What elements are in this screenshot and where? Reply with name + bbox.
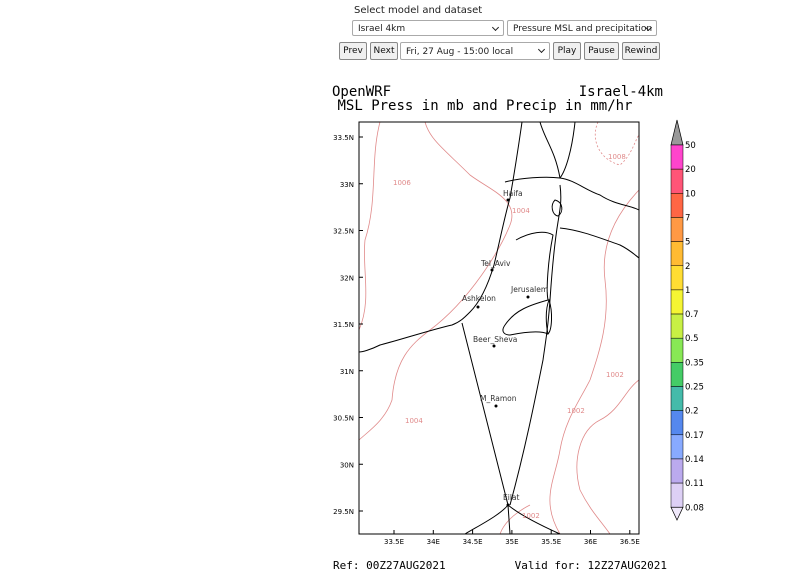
lon-label: 36.5E [620, 538, 640, 546]
colorbar-segment [670, 241, 684, 267]
lat-label: 32N [340, 274, 354, 282]
city-dot [506, 198, 510, 202]
colorbar-segment [670, 144, 684, 170]
lat-label: 31.5N [333, 321, 354, 329]
colorbar-segment [670, 482, 684, 508]
colorbar-segment [670, 434, 684, 460]
lon-label: 33.5E [384, 538, 404, 546]
city-dot [476, 305, 480, 309]
colorbar-label: 0.14 [685, 455, 704, 465]
lon-label: 34E [427, 538, 440, 546]
rewind-button[interactable]: Rewind [622, 42, 660, 60]
map-title: MSL Press in mb and Precip in mm/hr [337, 98, 632, 114]
city-dot [494, 404, 498, 408]
map-frame [358, 121, 640, 535]
colorbar-segment [670, 386, 684, 411]
lat-label: 32.5N [333, 228, 354, 236]
colorbar-label: 0.25 [685, 383, 704, 393]
colorbar-label: 0.35 [685, 358, 704, 368]
colorbar-segment [670, 458, 684, 484]
city-label: Haifa [503, 189, 523, 198]
city-dot [506, 503, 510, 507]
colorbar-segment [670, 410, 684, 436]
coastlines [358, 121, 640, 535]
lat-label: 31N [340, 368, 354, 376]
colorbar-label: 0.2 [685, 407, 699, 417]
colorbar-label: 0.7 [685, 310, 699, 320]
city-label: Jerusalem [510, 285, 548, 294]
city-dot [492, 344, 496, 348]
next-button[interactable]: Next [370, 42, 398, 60]
control-label: Select model and dataset [354, 5, 483, 16]
colorbar-segment [670, 217, 684, 242]
colorbar-segment [670, 289, 684, 315]
colorbar-label: 10 [685, 189, 696, 199]
city-label: Eilat [503, 493, 520, 502]
colorbar-label: 20 [685, 165, 696, 175]
city-label: Beer_Sheva [473, 335, 517, 344]
lat-label: 30N [340, 461, 354, 469]
colorbar-label: 1 [685, 286, 690, 296]
time-select[interactable]: Fri, 27 Aug - 15:00 local [400, 42, 550, 60]
ref-time: Ref: 00Z27AUG2021 [333, 559, 446, 572]
colorbar-label: 0.08 [685, 503, 704, 513]
colorbar-label: 0.11 [685, 479, 704, 489]
colorbar-label: 50 [685, 141, 696, 151]
domain-title: Israel-4km [579, 84, 663, 100]
contour-label: 1006 [393, 179, 411, 187]
contour-label: 1002 [522, 512, 540, 520]
model-select[interactable]: Israel 4km [352, 20, 504, 36]
colorbar-segment [670, 265, 684, 291]
colorbar-top [670, 119, 684, 146]
colorbar-label: 5 [685, 238, 690, 248]
dataset-select[interactable]: Pressure MSL and precipitation [507, 20, 657, 36]
contour-label: 1004 [512, 207, 530, 215]
city-label: Ashkelon [462, 294, 496, 303]
contour-label: 1004 [405, 417, 423, 425]
lon-label: 34.5E [463, 538, 483, 546]
isobars [358, 121, 640, 535]
lon-label: 35E [505, 538, 518, 546]
city-dot [490, 268, 494, 272]
valid-time: Valid for: 12Z27AUG2021 [515, 559, 667, 572]
contour-label: 1002 [606, 371, 624, 379]
colorbar-bottom [670, 506, 684, 521]
colorbar-label: 7 [685, 213, 690, 223]
colorbar-segment [670, 313, 684, 339]
colorbar-label: 2 [685, 262, 690, 272]
city-label: Tel_Aviv [480, 259, 511, 268]
colorbar-segment [670, 362, 684, 387]
lat-label: 33.5N [333, 134, 354, 142]
prev-button[interactable]: Prev [339, 42, 367, 60]
city-dot [526, 295, 530, 299]
lat-label: 33N [340, 181, 354, 189]
colorbar-label: 0.5 [685, 334, 699, 344]
play-button[interactable]: Play [553, 42, 581, 60]
colorbar-segment [670, 193, 684, 218]
source-title: OpenWRF [332, 84, 391, 100]
contour-label: 1002 [567, 407, 585, 415]
lon-label: 36E [584, 538, 597, 546]
lat-label: 29.5N [333, 508, 354, 516]
contour-label: 1008 [608, 153, 626, 161]
colorbar-segment [670, 168, 684, 194]
lon-label: 35.5E [541, 538, 561, 546]
pause-button[interactable]: Pause [584, 42, 619, 60]
lat-label: 30.5N [333, 415, 354, 423]
colorbar-segment [670, 337, 684, 363]
colorbar-label: 0.17 [685, 431, 704, 441]
city-label: M_Ramon [480, 394, 517, 403]
